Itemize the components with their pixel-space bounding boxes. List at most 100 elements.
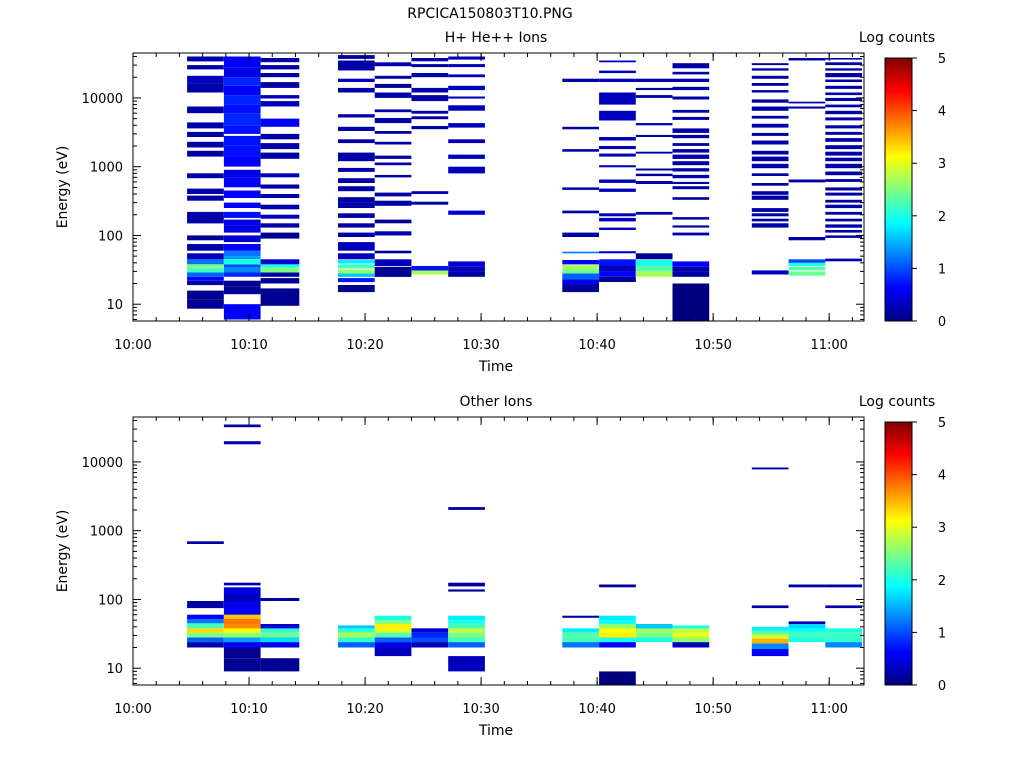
heatmap-cell <box>448 96 485 99</box>
heatmap-cell <box>448 628 485 633</box>
heatmap-cell <box>448 632 485 638</box>
colorbar-label: Log counts <box>859 394 935 410</box>
heatmap-cell <box>223 190 261 198</box>
heatmap-cell <box>411 87 449 93</box>
x-ticks: 10:00 10:10 10:20 10:30 10:40 10:50 11:00 <box>114 417 853 717</box>
colorbar-tick-label: 1 <box>938 626 946 641</box>
heatmap-cell <box>411 266 449 271</box>
heatmap-cell <box>599 624 636 629</box>
heatmap-cell <box>448 624 485 629</box>
heatmap-cell <box>260 184 300 189</box>
heatmap-cell <box>187 195 224 201</box>
heatmap-cell <box>223 614 261 619</box>
heatmap-cell <box>825 637 862 643</box>
heatmap-cell <box>672 637 710 643</box>
heatmap-cell <box>411 270 449 275</box>
heatmap-cell <box>260 658 300 672</box>
heatmap-cell <box>599 188 636 192</box>
x-tick-label: 10:50 <box>694 338 731 353</box>
heatmap-cell <box>788 632 826 638</box>
heatmap-cell <box>825 58 862 60</box>
heatmap-cell <box>411 73 449 78</box>
heatmap-cell <box>223 202 261 208</box>
heatmap-cell <box>788 262 826 266</box>
heatmap-cell <box>635 123 673 126</box>
heatmap-cell <box>825 605 862 609</box>
heatmap-cell <box>599 165 636 168</box>
heatmap-cell <box>599 584 636 588</box>
x-tick-label: 11:00 <box>810 338 847 353</box>
heatmap-cell <box>751 208 789 212</box>
colorbar-tick-label: 5 <box>938 52 946 67</box>
heatmap-cell <box>223 587 261 594</box>
heatmap-cell <box>672 168 710 172</box>
heatmap-cell <box>223 594 261 601</box>
heatmap-cell <box>599 271 636 277</box>
heatmap-cell <box>751 90 789 93</box>
heatmap-cell <box>187 614 224 619</box>
heatmap-cell <box>751 183 789 186</box>
heatmap-cell <box>751 63 789 66</box>
heatmap-cell <box>751 106 789 111</box>
heatmap-cell <box>825 192 862 196</box>
heatmap-cell <box>825 171 862 176</box>
heatmap-cell <box>599 137 636 141</box>
x-tick-label: 10:40 <box>578 702 615 717</box>
heatmap-cell <box>599 642 636 648</box>
heatmap-cell <box>672 96 710 100</box>
heatmap-cell <box>448 154 485 159</box>
heatmap-cell <box>448 74 485 78</box>
heatmap-cell <box>672 266 710 272</box>
heatmap-cell <box>187 173 224 179</box>
heatmap-cell <box>187 259 224 265</box>
heatmap-cell <box>374 141 412 145</box>
heatmap-cell <box>788 621 826 624</box>
heatmap-cell <box>223 267 261 273</box>
heatmap-cell <box>260 152 300 159</box>
heatmap-cell <box>635 271 673 277</box>
heatmap-cell <box>825 632 862 638</box>
heatmap-cell <box>672 71 710 75</box>
heatmap-cell <box>599 615 636 621</box>
heatmap-cell <box>825 218 862 222</box>
heatmap-cell <box>187 211 224 218</box>
heatmap-cell <box>448 85 485 91</box>
x-ticks: 10:00 10:10 10:20 10:30 10:40 10:50 11:00 <box>114 53 853 353</box>
heatmap-cell <box>825 97 862 101</box>
heatmap-cell <box>562 210 599 214</box>
heatmap-cell <box>260 232 300 239</box>
y-tick-label: 10000 <box>82 92 123 107</box>
heatmap-cell <box>187 276 224 281</box>
heatmap-cell <box>825 131 862 135</box>
y-tick-label: 1000 <box>90 525 123 540</box>
heatmap-cell <box>338 152 375 162</box>
heatmap-cell <box>223 628 261 633</box>
heatmap-cell <box>338 625 375 629</box>
heatmap-cell <box>338 260 375 264</box>
heatmap-cell <box>338 197 375 203</box>
heatmap-cell <box>562 628 599 633</box>
heatmap-cell <box>599 628 636 633</box>
heatmap-cell <box>260 58 300 63</box>
heatmap-cell <box>825 92 862 96</box>
x-tick-label: 10:10 <box>230 702 267 717</box>
heatmap-cell <box>825 584 862 588</box>
heatmap-cell <box>562 273 599 280</box>
heatmap-cell <box>599 637 636 643</box>
heatmap-cell <box>825 125 862 129</box>
heatmap-cell <box>672 154 710 159</box>
heatmap-cell <box>187 272 224 277</box>
heatmap-cell <box>374 250 412 254</box>
heatmap-cell <box>751 163 789 169</box>
heatmap-cell <box>223 642 261 648</box>
heatmap-cell <box>599 153 636 157</box>
heatmap-cell <box>599 620 636 624</box>
heatmap-cell <box>187 244 224 251</box>
heatmap-cell <box>187 299 224 309</box>
heatmap-cell <box>825 642 862 648</box>
heatmap-cell <box>599 78 636 82</box>
heatmap-cell <box>187 75 224 84</box>
heatmap-cell <box>260 632 300 638</box>
heatmap-cell <box>187 637 224 643</box>
heatmap-cell <box>374 83 412 88</box>
